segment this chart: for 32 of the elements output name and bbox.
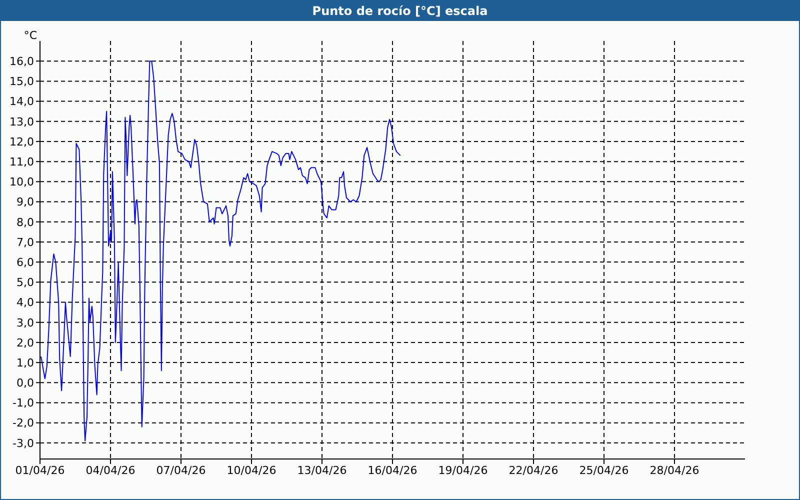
x-tick-label: 01/04/26	[15, 464, 65, 477]
x-tick-label: 16/04/26	[368, 464, 418, 477]
y-tick-label: 16,0	[10, 55, 34, 68]
y-tick-label: 7,0	[16, 236, 34, 249]
x-tick-label: 04/04/26	[86, 464, 136, 477]
y-tick-label: 5,0	[16, 276, 34, 290]
chart-title: Punto de rocío [°C] escala	[1, 1, 799, 21]
y-axis-title: °C	[24, 29, 38, 42]
x-tick-label: 28/04/26	[650, 464, 700, 477]
y-tick-label: 4,0	[16, 296, 34, 310]
y-tick-label: 1,0	[16, 356, 34, 370]
x-tick-label: 10/04/26	[226, 464, 276, 477]
y-tick-label: 12,0	[10, 135, 34, 148]
y-tick-label: 2,0	[16, 336, 34, 350]
x-tick-label: 25/04/26	[579, 464, 629, 477]
y-tick-label: 14,0	[10, 95, 34, 108]
x-tick-label: 19/04/26	[438, 464, 488, 477]
y-tick-label: 3,0	[16, 316, 34, 330]
y-tick-label: 15,0	[10, 75, 34, 88]
y-tick-label: 9,0	[16, 196, 34, 209]
y-tick-label: 6,0	[16, 256, 34, 269]
x-tick-label: 13/04/26	[297, 464, 347, 477]
y-tick-label: 10,0	[10, 176, 34, 189]
y-tick-label: -3,0	[12, 436, 34, 450]
x-tick-label: 22/04/26	[508, 464, 558, 477]
y-tick-label: 13,0	[10, 115, 34, 128]
y-tick-label: 0,0	[16, 376, 34, 390]
y-tick-label: 8,0	[16, 216, 34, 229]
y-tick-label: 11,0	[10, 155, 34, 168]
y-tick-label: -1,0	[12, 396, 34, 410]
x-tick-label: 07/04/26	[156, 464, 206, 477]
y-tick-label: -2,0	[12, 416, 34, 430]
